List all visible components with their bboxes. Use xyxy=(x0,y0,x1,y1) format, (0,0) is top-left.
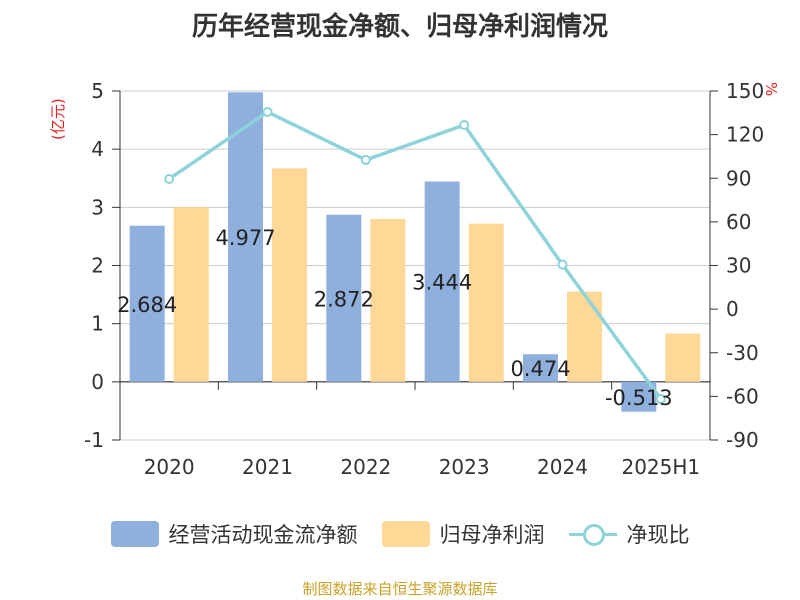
left-axis-tick-label: 5 xyxy=(91,79,104,103)
legend-label-net-profit: 归母净利润 xyxy=(439,523,545,547)
left-axis-tick-label: 3 xyxy=(91,195,104,219)
legend-label-operating-cash-flow: 经营活动现金流净额 xyxy=(168,523,358,547)
point-cash-ratio xyxy=(655,393,666,404)
x-axis-tick-label: 2020 xyxy=(144,455,195,479)
point-cash-ratio xyxy=(459,120,470,131)
bar-operating-cash-flow xyxy=(129,225,165,382)
bar-net-profit xyxy=(272,168,307,382)
right-axis-tick-label: -60 xyxy=(726,384,759,408)
legend-item-net-profit[interactable]: 归母净利润 xyxy=(381,519,545,549)
x-axis-tick-label: 2025H1 xyxy=(621,455,700,479)
x-axis-tick-label: 2022 xyxy=(340,455,391,479)
point-cash-ratio xyxy=(557,259,568,270)
point-cash-ratio xyxy=(360,154,371,165)
left-axis-tick-label: -1 xyxy=(84,428,104,452)
point-cash-ratio xyxy=(262,106,273,117)
legend-item-operating-cash-flow[interactable]: 经营活动现金流净额 xyxy=(110,519,358,549)
right-axis-tick-label: -30 xyxy=(726,341,759,365)
chart-title: 历年经营现金净额、归母净利润情况 xyxy=(191,12,608,42)
x-axis-tick-label: 2023 xyxy=(439,455,490,479)
bar-net-profit xyxy=(370,218,406,382)
point-cash-ratio xyxy=(164,173,175,184)
bar-net-profit xyxy=(173,207,209,382)
data-label-operating-cash-flow: 2.684 xyxy=(117,293,177,317)
bar-operating-cash-flow xyxy=(326,214,362,382)
data-label-operating-cash-flow: 0.474 xyxy=(510,357,570,381)
data-label-operating-cash-flow: 3.444 xyxy=(412,271,472,295)
right-axis-tick-label: 90 xyxy=(726,166,751,190)
right-axis-tick-label: 150 xyxy=(726,79,764,103)
x-axis-tick-label: 2021 xyxy=(242,455,293,479)
left-axis-tick-label: 0 xyxy=(91,370,104,394)
x-axis-tick-label: 2024 xyxy=(537,455,588,479)
right-axis-tick-label: 0 xyxy=(726,297,739,321)
bar-operating-cash-flow xyxy=(523,354,558,382)
data-label-operating-cash-flow: -0.513 xyxy=(605,386,673,410)
bar-net-profit xyxy=(468,223,504,382)
data-label-operating-cash-flow: 2.872 xyxy=(314,287,374,311)
bar-operating-cash-flow xyxy=(228,92,263,382)
data-source: 制图数据来自恒生聚源数据库 xyxy=(302,580,498,598)
bar-net-profit xyxy=(665,333,701,382)
right-axis-tick-label: 30 xyxy=(726,254,751,278)
legend-swatch-net-profit xyxy=(381,521,430,547)
legend-swatch-operating-cash-flow xyxy=(110,521,159,547)
bar-net-profit xyxy=(567,291,602,382)
left-axis-tick-label: 1 xyxy=(91,312,104,336)
right-axis-tick-label: 60 xyxy=(726,210,751,234)
legend-swatch-cash-ratio xyxy=(568,521,617,547)
legend-item-cash-ratio[interactable]: 净现比 xyxy=(568,519,690,549)
right-axis-tick-label: 120 xyxy=(726,123,764,147)
bar-operating-cash-flow xyxy=(424,181,460,382)
data-label-operating-cash-flow: 4.977 xyxy=(215,226,275,250)
legend-label-cash-ratio: 净现比 xyxy=(626,523,690,547)
legend: 经营活动现金流净额 归母净利润 净现比 xyxy=(0,519,800,549)
left-axis-tick-label: 2 xyxy=(91,254,104,278)
right-axis-tick-label: -90 xyxy=(726,428,759,452)
line-cash-ratio xyxy=(168,110,663,401)
left-axis-tick-label: 4 xyxy=(91,137,104,161)
